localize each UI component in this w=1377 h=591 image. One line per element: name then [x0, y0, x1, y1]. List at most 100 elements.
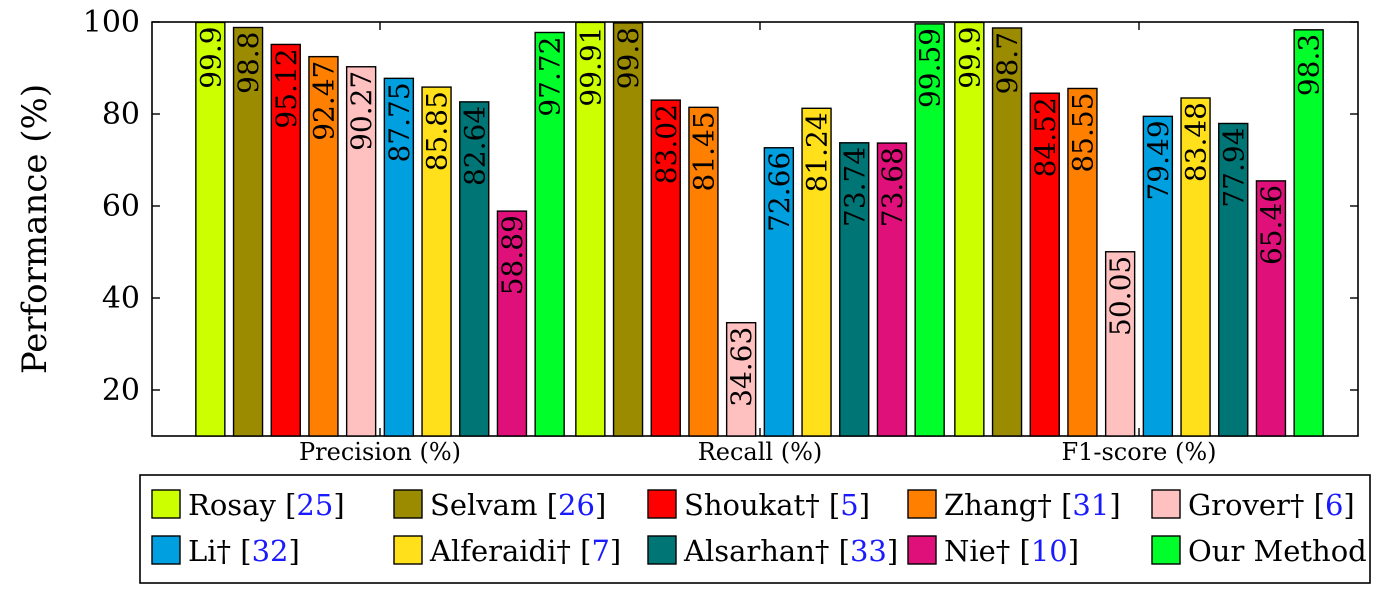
- legend-swatch: [907, 535, 937, 565]
- legend-reference-link[interactable]: 33: [850, 534, 887, 568]
- bar: [575, 21, 606, 437]
- bar: [308, 55, 339, 437]
- legend-swatch: [393, 489, 423, 519]
- legend-bracket: ]: [595, 488, 606, 522]
- legend-swatch: [907, 489, 937, 519]
- data-label: 72.66: [763, 152, 796, 232]
- data-label: 82.64: [458, 106, 491, 186]
- y-tick-label: 80: [102, 97, 140, 132]
- legend-bracket: [: [231, 534, 252, 568]
- legend-reference-link[interactable]: 31: [1072, 488, 1109, 522]
- legend-series-name: Selvam: [430, 488, 537, 522]
- legend-bracket: ]: [289, 534, 300, 568]
- legend-bracket: [: [1010, 534, 1031, 568]
- legend-swatch: [1151, 535, 1181, 565]
- legend-swatch: [647, 535, 677, 565]
- data-label: 92.47: [307, 61, 340, 141]
- data-label: 85.55: [1066, 92, 1099, 172]
- legend-bracket: ]: [333, 488, 344, 522]
- legend-bracket: ]: [859, 488, 870, 522]
- data-label: 85.85: [421, 91, 454, 171]
- legend-label: Zhang† [31]: [944, 488, 1121, 522]
- data-label: 73.74: [838, 147, 871, 227]
- legend-series-name: Nie†: [944, 534, 1010, 568]
- bar: [345, 66, 377, 437]
- legend: Rosay [25] Selvam [26] Shoukat† [5] Zhang† …: [139, 474, 1371, 584]
- legend-label: Li† [32]: [188, 534, 300, 568]
- legend-label: Alsarhan† [33]: [683, 534, 898, 568]
- legend-bracket: [: [571, 534, 592, 568]
- bar: [1142, 115, 1174, 437]
- legend-bracket: [: [276, 488, 297, 522]
- legend-swatch: [647, 489, 677, 519]
- legend-bracket: ]: [1068, 534, 1079, 568]
- legend-bracket: [: [829, 534, 850, 568]
- bar: [914, 23, 945, 437]
- data-label: 79.49: [1142, 120, 1175, 200]
- bar: [1029, 92, 1060, 437]
- legend-series-name: Alferaidi†: [429, 534, 571, 568]
- legend-bracket: [: [1052, 488, 1073, 522]
- data-label: 99.9: [953, 26, 986, 88]
- y-tick-label: 100: [83, 5, 140, 40]
- data-label: 90.27: [345, 71, 378, 151]
- legend-bracket: ]: [1343, 488, 1354, 522]
- bar: [650, 99, 681, 437]
- legend-reference-link[interactable]: 6: [1325, 488, 1343, 522]
- data-label: 97.72: [534, 36, 567, 116]
- bar: [991, 27, 1023, 437]
- legend-reference-link[interactable]: 32: [252, 534, 289, 568]
- data-label: 98.7: [991, 32, 1024, 94]
- data-label: 50.05: [1104, 256, 1137, 336]
- legend-reference-link[interactable]: 26: [558, 488, 595, 522]
- legend-reference-link[interactable]: 7: [591, 534, 609, 568]
- legend-reference-link[interactable]: 5: [840, 488, 858, 522]
- legend-series-name: Li†: [188, 534, 231, 568]
- bar: [459, 101, 490, 437]
- bar: [1180, 97, 1211, 437]
- bar: [496, 210, 528, 437]
- legend-bracket: ]: [887, 534, 898, 568]
- data-label: 83.48: [1180, 102, 1213, 182]
- data-label: 83.02: [650, 104, 683, 184]
- data-label: 81.24: [801, 112, 834, 192]
- legend-bracket: ]: [610, 534, 621, 568]
- bar: [421, 86, 452, 437]
- data-label: 77.94: [1217, 127, 1250, 207]
- legend-label: Selvam [26]: [430, 488, 606, 522]
- bar: [383, 77, 415, 437]
- legend-swatch: [151, 535, 181, 565]
- legend-label: Shoukat† [5]: [684, 488, 870, 522]
- legend-label: Alferaidi† [7]: [429, 534, 621, 568]
- y-tick-label: 20: [102, 373, 140, 408]
- data-label: 98.3: [1293, 34, 1326, 96]
- category-label: Precision (%): [299, 438, 461, 466]
- bar: [270, 43, 301, 437]
- bar: [725, 322, 757, 437]
- legend-series-name: Rosay: [188, 488, 276, 522]
- data-label: 58.89: [496, 215, 529, 295]
- bar: [534, 31, 565, 437]
- data-label: 73.68: [876, 147, 909, 227]
- category-label: F1-score (%): [1061, 438, 1216, 466]
- bar: [1293, 29, 1324, 437]
- bar: [1218, 122, 1249, 437]
- bar: [612, 22, 644, 437]
- bar: [763, 147, 795, 437]
- legend-bracket: ]: [1109, 488, 1120, 522]
- legend-reference-link[interactable]: 10: [1031, 534, 1068, 568]
- bar: [195, 21, 226, 437]
- category-label: Recall (%): [698, 438, 823, 466]
- bar: [876, 142, 908, 437]
- y-axis-label: Performance (%): [15, 84, 55, 374]
- legend-bracket: [: [537, 488, 558, 522]
- bar: [688, 106, 719, 437]
- legend-reference-link[interactable]: 25: [296, 488, 333, 522]
- data-label: 99.8: [612, 27, 645, 89]
- legend-label: Rosay [25]: [188, 488, 345, 522]
- legend-series-name: Our Method: [1188, 534, 1367, 568]
- data-label: 65.46: [1255, 185, 1288, 265]
- legend-swatch: [151, 489, 181, 519]
- data-label: 99.91: [574, 26, 607, 106]
